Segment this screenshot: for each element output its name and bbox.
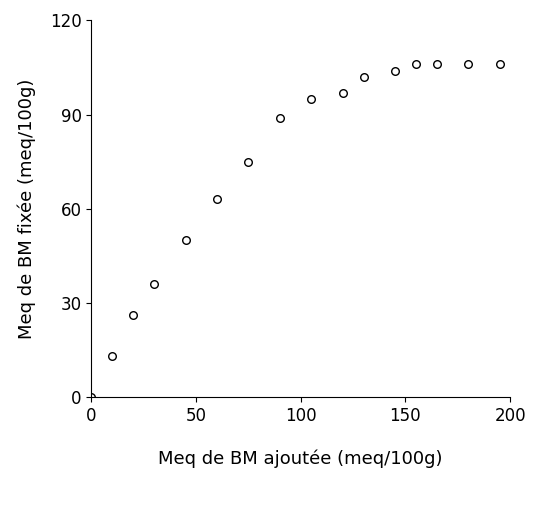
Point [275,114,284,122]
Point [433,60,441,68]
Point [87,393,96,401]
Point [182,236,190,244]
Y-axis label: Meq de BM fixée (meq/100g): Meq de BM fixée (meq/100g) [17,78,36,339]
Point [390,67,399,75]
X-axis label: Meq de BM ajoutée (meq/100g): Meq de BM ajoutée (meq/100g) [158,450,443,468]
Point [464,60,473,68]
Point [411,60,420,68]
Point [495,60,504,68]
Point [307,95,315,103]
Point [359,73,368,81]
Point [108,352,117,360]
Point [213,195,221,204]
Point [244,158,252,166]
Point [129,312,137,320]
Point [338,89,347,97]
Point [150,280,158,288]
